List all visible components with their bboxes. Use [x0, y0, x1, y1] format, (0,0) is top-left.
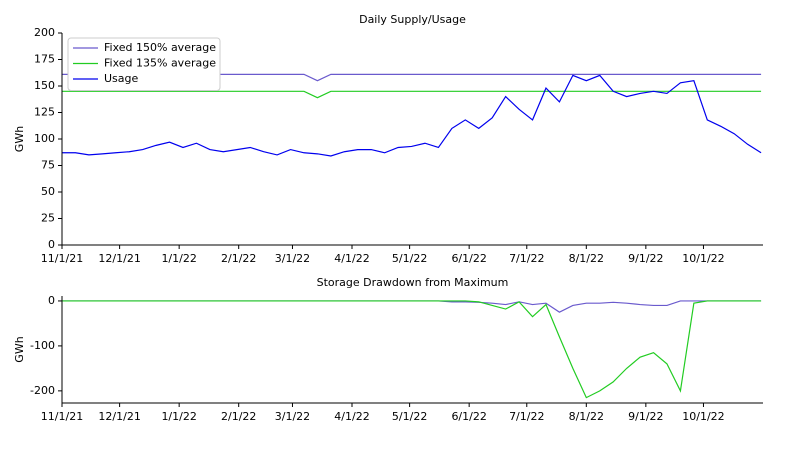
x-tick-label: 2/1/22: [221, 410, 256, 423]
series-line: [62, 74, 762, 157]
x-tick-label: 2/1/22: [221, 252, 256, 265]
series-line: [62, 300, 762, 313]
y-tick-label: 0: [48, 294, 55, 307]
y-tick-label: 75: [41, 159, 55, 172]
y-tick-label: 100: [34, 132, 55, 145]
x-tick-label: 9/1/22: [628, 410, 663, 423]
x-tick-label: 8/1/22: [569, 410, 604, 423]
legend-box: [67, 37, 221, 91]
legend-label: Usage: [104, 72, 139, 85]
y-tick-label: 25: [41, 212, 55, 225]
x-tick-label: 5/1/22: [392, 410, 427, 423]
y-tick-label: -100: [30, 339, 55, 352]
x-tick-label: 11/1/21: [41, 410, 83, 423]
x-tick-label: 11/1/21: [41, 252, 83, 265]
x-tick-label: 3/1/22: [275, 252, 310, 265]
x-tick-label: 6/1/22: [451, 252, 486, 265]
x-tick-label: 5/1/22: [392, 252, 427, 265]
x-tick-label: 9/1/22: [628, 252, 663, 265]
y-tick-label: 0: [48, 238, 55, 251]
x-tick-label: 6/1/22: [451, 410, 486, 423]
chart-title: Storage Drawdown from Maximum: [317, 276, 509, 289]
y-axis-label: GWh: [13, 126, 26, 152]
x-tick-label: 8/1/22: [569, 252, 604, 265]
x-tick-label: 4/1/22: [334, 252, 369, 265]
y-tick-label: -200: [30, 384, 55, 397]
y-tick-label: 175: [34, 53, 55, 66]
x-tick-label: 7/1/22: [509, 410, 544, 423]
x-tick-label: 12/1/21: [98, 252, 140, 265]
chart-title: Daily Supply/Usage: [359, 13, 466, 26]
legend-label: Fixed 135% average: [104, 57, 216, 70]
x-tick-label: 4/1/22: [334, 410, 369, 423]
x-tick-label: 3/1/22: [275, 410, 310, 423]
y-tick-label: 50: [41, 185, 55, 198]
series-line: [62, 90, 762, 99]
x-tick-label: 12/1/21: [98, 410, 140, 423]
legend-label: Fixed 150% average: [104, 41, 216, 54]
y-axis-label: GWh: [13, 336, 26, 362]
x-tick-label: 1/1/22: [161, 252, 196, 265]
x-tick-label: 7/1/22: [509, 252, 544, 265]
x-tick-label: 1/1/22: [161, 410, 196, 423]
y-tick-label: 200: [34, 26, 55, 39]
series-line: [62, 300, 762, 399]
y-tick-label: 150: [34, 79, 55, 92]
x-tick-label: 10/1/22: [682, 410, 724, 423]
y-tick-label: 125: [34, 106, 55, 119]
x-tick-label: 10/1/22: [682, 252, 724, 265]
